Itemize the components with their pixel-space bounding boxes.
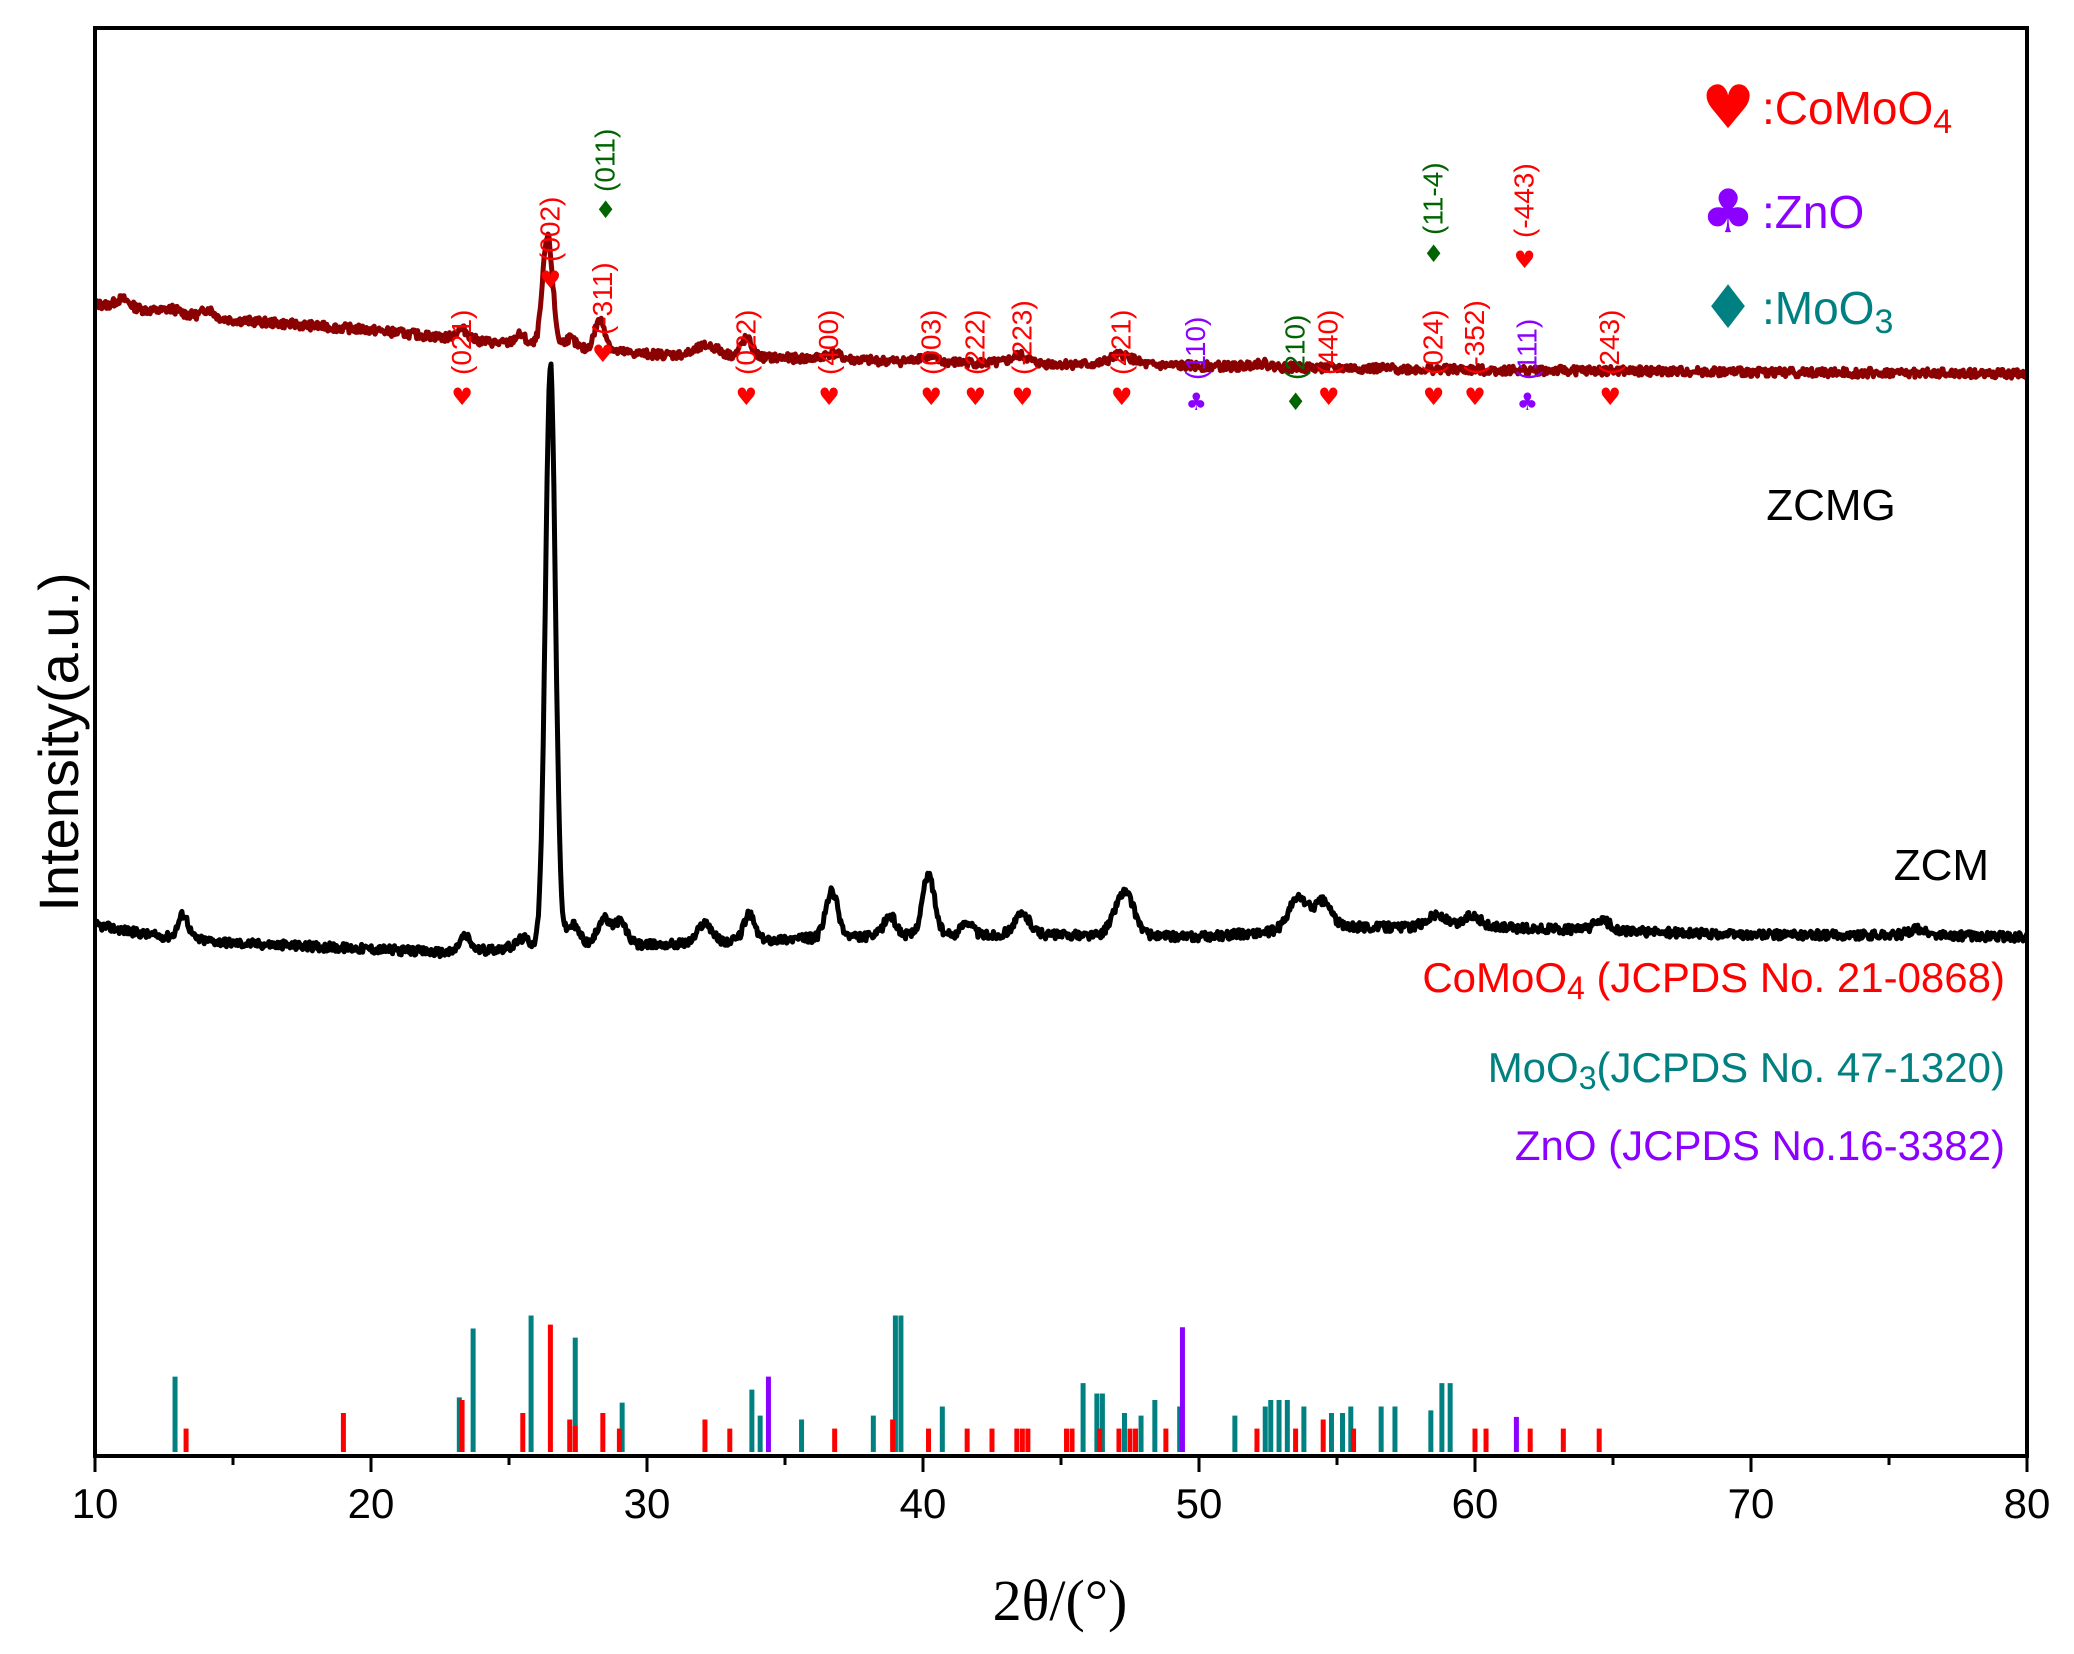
reference-label: MoO3(JCPDS No. 47-1320) (1488, 1044, 2005, 1096)
hkl-label: (400) (813, 310, 844, 375)
hkl-label: (-311) (587, 262, 618, 335)
hkl-label: (022) (730, 310, 761, 375)
reference-label-subscript: 4 (1567, 970, 1585, 1006)
hkl-label: (021) (446, 310, 477, 375)
hkl-label: (110) (1180, 317, 1211, 380)
legend: ♥:CoMoO4♣:ZnO♦:MoO3 (1701, 73, 1952, 343)
hkl-label: (421) (1106, 310, 1137, 375)
legend-entry: :CoMoO4 (1762, 82, 1952, 141)
reference-label-main: ZnO (JCPDS No.16-3382) (1515, 1122, 2005, 1169)
heart-marker-icon: ♥ (1111, 383, 1133, 411)
reference-label: CoMoO4 (JCPDS No. 21-0868) (1422, 954, 2005, 1006)
reference-lines (172, 1315, 1602, 1452)
hkl-label: (111) (1511, 319, 1542, 380)
heart-marker-icon: ♥ (921, 383, 943, 411)
legend-text: MoO (1775, 282, 1875, 334)
heart-marker-icon: ♥ (1012, 383, 1034, 411)
x-tick-label: 60 (1452, 1480, 1499, 1527)
club-marker-icon: ♣ (1517, 388, 1539, 416)
heart-marker-icon: ♥ (1318, 383, 1340, 411)
hkl-label: (210) (1280, 315, 1311, 380)
diamond-marker-icon: ♦ (1285, 388, 1307, 416)
reference-label-main: MoO (1488, 1044, 1579, 1091)
legend-entry: :MoO3 (1762, 282, 1893, 341)
heart-marker-icon: ♥ (965, 383, 987, 411)
legend-symbol-icon: ♥ (1701, 73, 1755, 143)
heart-marker-icon: ♥ (1514, 246, 1536, 274)
x-tick-label: 40 (900, 1480, 947, 1527)
sample-labels: ZCMG ZCM (1766, 481, 1989, 890)
hkl-label: (-443) (1509, 163, 1540, 238)
reference-label: ZnO (JCPDS No.16-3382) (1515, 1122, 2005, 1169)
hkl-label: (11-4) (1418, 162, 1449, 235)
y-axis-title: Intensity(a.u.) (27, 572, 90, 911)
legend-symbol-icon: ♦ (1701, 273, 1755, 343)
hkl-label: (002) (534, 197, 565, 262)
heart-marker-icon: ♥ (540, 266, 562, 294)
reference-label-subscript: 3 (1579, 1060, 1597, 1096)
peak-annotations: ♥ (021) ♥ (002) ♥ (-311) ♦ (011) ♥ (022) ♥ (400) ♥ (0… (446, 129, 1625, 416)
diamond-marker-icon: ♦ (1423, 240, 1445, 268)
heart-marker-icon: ♥ (1423, 383, 1445, 411)
x-tick-label: 70 (1728, 1480, 1775, 1527)
heart-marker-icon: ♥ (736, 383, 758, 411)
heart-marker-icon: ♥ (1464, 383, 1486, 411)
club-marker-icon: ♣ (1185, 388, 1207, 416)
diffraction-curves (92, 231, 2030, 960)
hkl-label: (-223) (1006, 300, 1037, 375)
x-tick-label: 80 (2004, 1480, 2051, 1527)
reference-label-rest: (JCPDS No. 21-0868) (1585, 954, 2005, 1001)
x-axis-title: 2θ/(°) (993, 1568, 1128, 1633)
legend-subscript: 4 (1933, 103, 1952, 141)
heart-marker-icon: ♥ (592, 340, 614, 368)
legend-separator: : (1762, 282, 1775, 334)
legend-text: CoMoO (1775, 82, 1933, 134)
zcm-curve (93, 361, 2030, 960)
hkl-label: (024) (1418, 310, 1449, 375)
x-tick-label: 30 (624, 1480, 671, 1527)
heart-marker-icon: ♥ (451, 383, 473, 411)
reference-labels: CoMoO4 (JCPDS No. 21-0868)MoO3(JCPDS No.… (1422, 954, 2005, 1169)
heart-marker-icon: ♥ (818, 383, 840, 411)
x-tick-label: 10 (72, 1480, 119, 1527)
legend-subscript: 3 (1874, 303, 1893, 341)
x-tick-label: 20 (348, 1480, 395, 1527)
legend-symbol-icon: ♣ (1701, 177, 1755, 247)
hkl-label: (-352) (1459, 300, 1490, 375)
diamond-marker-icon: ♦ (595, 196, 617, 224)
x-tick-label: 50 (1176, 1480, 1223, 1527)
heart-marker-icon: ♥ (1599, 383, 1621, 411)
legend-entry: :ZnO (1762, 186, 1864, 238)
hkl-label: (003) (915, 310, 946, 375)
hkl-label: (440) (1313, 310, 1344, 375)
reference-label-rest: (JCPDS No. 47-1320) (1597, 1044, 2006, 1091)
sample-label-zcmg: ZCMG (1766, 481, 1896, 530)
legend-text: ZnO (1775, 186, 1864, 238)
x-axis: 10 20 30 40 50 60 70 80 (72, 1456, 2051, 1527)
legend-separator: : (1762, 82, 1775, 134)
zcmg-curve (92, 231, 2030, 381)
hkl-label: (243) (1594, 310, 1625, 375)
hkl-label: (011) (590, 129, 621, 192)
reference-label-main: CoMoO (1422, 954, 1567, 1001)
sample-label-zcm: ZCM (1894, 841, 1989, 890)
legend-separator: : (1762, 186, 1775, 238)
hkl-label: (222) (959, 310, 990, 375)
